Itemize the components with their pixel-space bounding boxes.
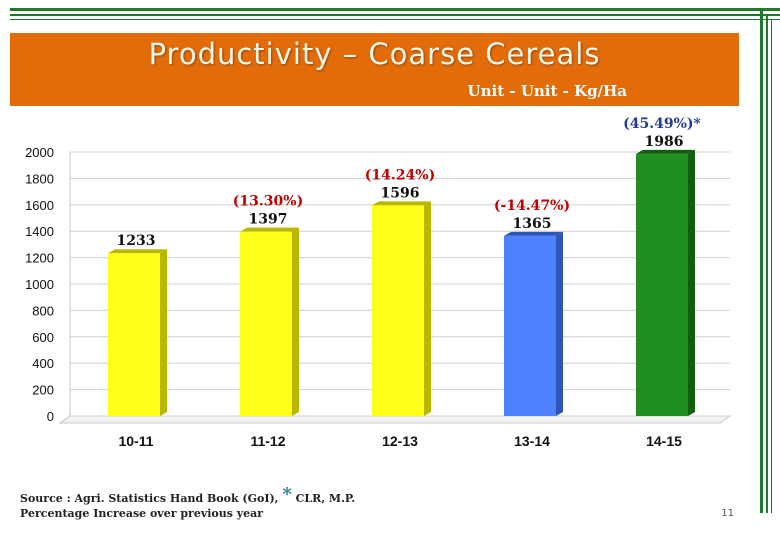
- bar-side-face: [556, 231, 563, 416]
- y-tick-label: 2000: [25, 145, 54, 160]
- bar: [372, 205, 424, 416]
- y-tick-label: 1400: [25, 224, 54, 239]
- x-tick-label: 11-12: [250, 433, 285, 449]
- frame-line-top-3: [10, 19, 780, 20]
- frame-line-right-3: [771, 19, 772, 513]
- bar-value-label: 1365: [513, 216, 552, 232]
- bar-side-face: [160, 249, 167, 416]
- bar-change-label: (-14.47%): [494, 198, 570, 214]
- bar-value-label: 1233: [117, 233, 156, 249]
- unit-label: Unit - Unit - Kg/Ha: [467, 82, 627, 100]
- bar-top-face: [372, 201, 431, 206]
- bar-value-label: 1397: [249, 212, 288, 228]
- x-tick-label: 10-11: [118, 433, 153, 449]
- frame-line-right-2: [766, 14, 768, 513]
- frame-line-right-1: [760, 8, 763, 513]
- slide-title: Productivity – Coarse Cereals: [148, 37, 601, 71]
- x-tick-label: 14-15: [646, 433, 682, 449]
- bar-side-face: [292, 227, 299, 416]
- y-tick-label: 0: [47, 409, 54, 424]
- bar-top-face: [636, 149, 695, 154]
- frame-line-top-1: [10, 8, 780, 11]
- x-tick-label: 13-14: [514, 433, 550, 449]
- y-tick-label: 1600: [25, 198, 54, 213]
- y-tick-label: 1800: [25, 171, 54, 186]
- chart-floor: [58, 415, 732, 424]
- source-suffix: CLR, M.P.: [295, 492, 356, 505]
- page-number: 11: [721, 508, 734, 519]
- percentage-note: Percentage Increase over previous year: [20, 507, 264, 520]
- bar-chart: 0 200 400 600 800 1000 1200 1400 1600 1800 2000 123…: [25, 116, 732, 449]
- floor-edge: [59, 415, 71, 424]
- bar-side-face: [424, 201, 431, 416]
- bar: [108, 253, 160, 416]
- y-tick-label: 1200: [25, 251, 54, 266]
- bar-top-face: [240, 227, 299, 232]
- bar-change-label: (45.49%)*: [623, 116, 701, 132]
- y-tick-label: 200: [32, 383, 54, 398]
- asterisk-mark: *: [282, 484, 292, 505]
- bar-change-label: (13.30%): [233, 194, 303, 210]
- y-tick-label: 1000: [25, 277, 54, 292]
- title-banner: Productivity – Coarse Cereals Unit - Uni…: [10, 33, 739, 106]
- bar-side-face: [688, 149, 695, 416]
- source-line: Source : Agri. Statistics Hand Book (GoI…: [20, 484, 356, 507]
- bar: [240, 231, 292, 416]
- frame-line-top-2: [10, 14, 780, 16]
- bar: [636, 153, 688, 416]
- x-tick-label: 12-13: [382, 433, 418, 449]
- y-tick-label: 600: [32, 330, 54, 345]
- y-tick-label: 800: [32, 303, 54, 318]
- bar-change-label: (14.24%): [365, 167, 435, 183]
- bar-top-face: [108, 249, 167, 254]
- bar-value-label: 1986: [645, 134, 684, 150]
- source-text: Source : Agri. Statistics Hand Book (GoI…: [20, 492, 283, 505]
- y-tick-label: 400: [32, 356, 54, 371]
- bar: [504, 235, 556, 416]
- bar-value-label: 1596: [381, 185, 420, 201]
- bar-top-face: [504, 231, 563, 236]
